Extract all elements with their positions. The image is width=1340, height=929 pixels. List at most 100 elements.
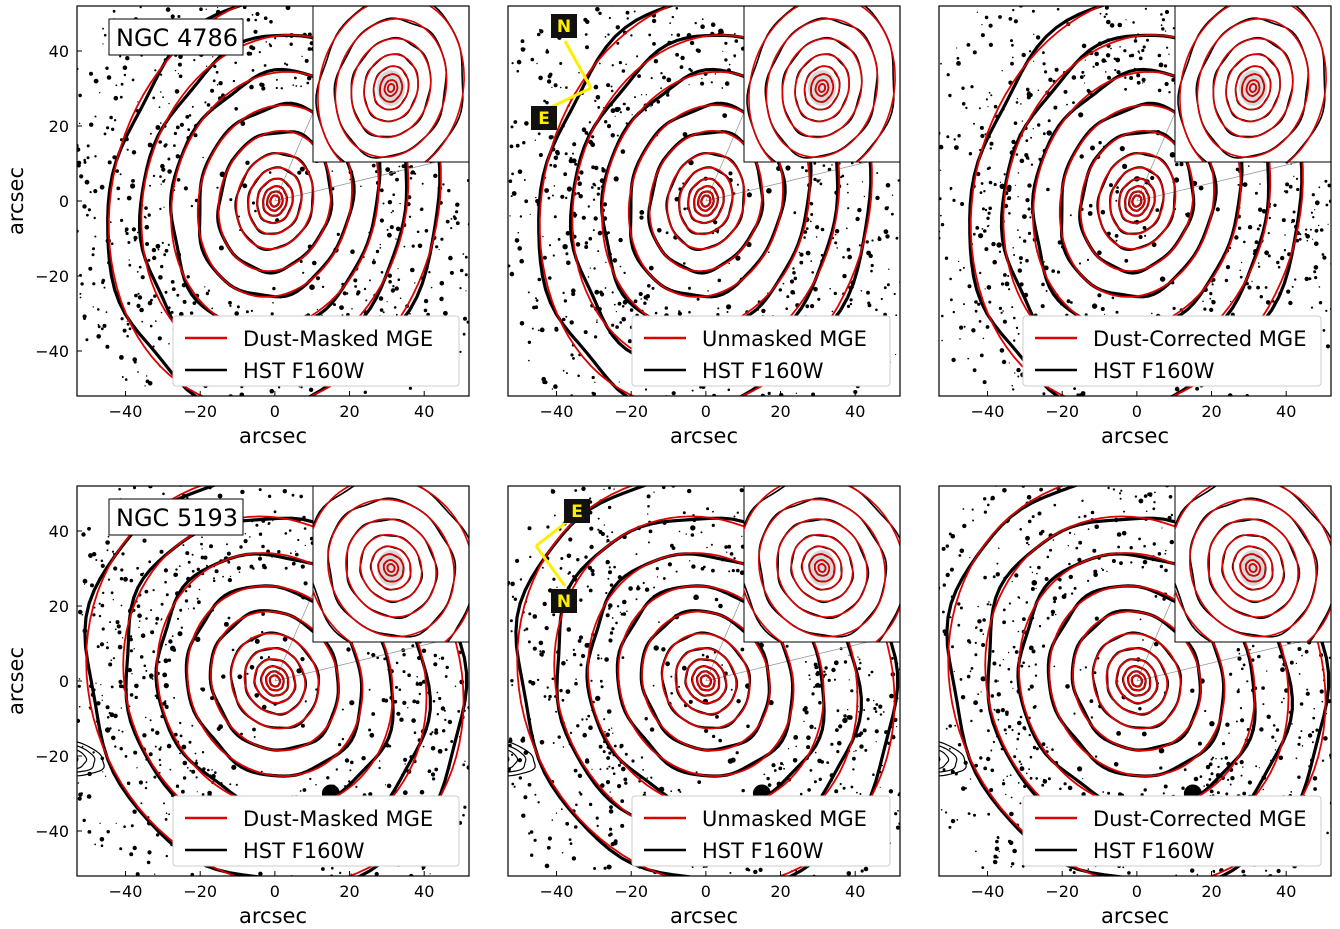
legend-model-label: Dust-Corrected MGE [1093, 327, 1306, 351]
panel-r1c1: NGC 4786 Dust-Masked MGE HST F160W −40 −20 0 2… [4, 5, 470, 448]
model-contour [1122, 665, 1152, 697]
model-contour [1118, 178, 1156, 224]
legend: Dust-Masked MGE HST F160W [172, 795, 460, 867]
model-contour [1115, 658, 1159, 704]
legend-data-label: HST F160W [702, 839, 824, 863]
model-contour [262, 185, 288, 217]
model-contour [1109, 166, 1165, 236]
model-contour [230, 632, 320, 730]
x-tick-label: 20 [770, 882, 790, 901]
x-tick-label: −40 [540, 882, 574, 901]
model-contour [1048, 584, 1226, 778]
y-tick-label: −20 [35, 747, 69, 766]
contour-map [77, 6, 469, 396]
x-tick-label: 0 [1132, 882, 1142, 901]
x-tick-label: 40 [1276, 882, 1296, 901]
x-tick-label: 0 [701, 402, 711, 421]
x-tick-label: 20 [1201, 402, 1221, 421]
y-tick-label: 20 [49, 597, 69, 616]
y-tick-label: −40 [35, 342, 69, 361]
model-contour [640, 610, 771, 752]
x-tick-label: 40 [845, 402, 865, 421]
legend-data-label: HST F160W [243, 839, 365, 863]
legend-model-label: Dust-Masked MGE [243, 807, 433, 831]
compass-label-n: N [557, 592, 571, 612]
companion-contour [508, 741, 536, 777]
model-contour [1128, 190, 1146, 212]
y-tick-label: 40 [49, 42, 69, 61]
galaxy-label: NGC 4786 [116, 24, 238, 52]
x-tick-label: 0 [270, 882, 280, 901]
x-tick-label: 40 [414, 402, 434, 421]
x-tick-label: −40 [540, 402, 574, 421]
x-tick-label: −20 [1045, 882, 1079, 901]
x-axis-label: arcsec [1101, 904, 1169, 928]
x-axis-label: arcsec [239, 904, 307, 928]
panel-r1c3: Dust-Corrected MGE HST F160W −40 −20 0 20 40 ar… [938, 5, 1332, 448]
model-contour [265, 670, 285, 692]
inset-zoom [1174, 6, 1331, 163]
model-contour [687, 178, 725, 224]
legend: Unmasked MGE HST F160W [631, 795, 891, 867]
x-tick-label: −40 [971, 402, 1005, 421]
model-contour [155, 552, 394, 810]
model-contour [266, 190, 284, 212]
legend: Dust-Corrected MGE HST F160W [1022, 795, 1322, 867]
x-tick-label: 20 [770, 402, 790, 421]
x-tick-label: −40 [109, 882, 143, 901]
legend: Dust-Masked MGE HST F160W [172, 315, 460, 387]
model-contour [1097, 152, 1177, 250]
model-contour [661, 632, 751, 730]
x-axis-label: arcsec [1101, 424, 1169, 448]
inset-zoom [743, 486, 900, 643]
model-contour [1130, 674, 1143, 688]
compass: NE [534, 499, 590, 613]
model-contour [700, 194, 712, 208]
panel-r2c3: Dust-Corrected MGE HST F160W −40 −20 0 20 40 ar… [938, 485, 1332, 928]
model-contour [553, 515, 859, 847]
model-contour [122, 515, 428, 847]
x-tick-label: 0 [701, 882, 711, 901]
inset-zoom [743, 6, 900, 163]
y-tick-label: −20 [35, 267, 69, 286]
x-tick-label: 40 [1276, 402, 1296, 421]
axes-frame [507, 5, 901, 397]
model-contour [235, 152, 315, 250]
panel-r2c1: NGC 5193 Dust-Masked MGE HST F160W −40 −20 0 2… [4, 485, 470, 928]
model-contour [697, 190, 715, 212]
inset-zoom [1174, 486, 1331, 643]
model-contour [1071, 610, 1202, 752]
x-tick-label: −20 [1045, 402, 1079, 421]
x-tick-label: −20 [183, 882, 217, 901]
axes-frame [938, 485, 1332, 877]
model-contour [269, 194, 281, 208]
model-contour [186, 584, 364, 778]
model-contour [1127, 670, 1147, 692]
y-tick-label: 0 [59, 192, 69, 211]
x-tick-label: 0 [1132, 402, 1142, 421]
contour-map [939, 6, 1331, 396]
legend-model-label: Unmasked MGE [702, 327, 867, 351]
inset-zoom [312, 6, 469, 163]
legend-data-label: HST F160W [702, 359, 824, 383]
legend-data-label: HST F160W [1093, 359, 1215, 383]
compass-label-e: E [538, 109, 550, 129]
galaxy-label: NGC 5193 [116, 504, 238, 532]
model-contour [1017, 552, 1256, 810]
x-tick-label: −20 [614, 402, 648, 421]
model-contour [1105, 647, 1169, 715]
x-axis-label: arcsec [670, 904, 738, 928]
x-tick-label: 20 [339, 402, 359, 421]
legend: Dust-Corrected MGE HST F160W [1022, 315, 1322, 387]
axes-frame [938, 5, 1332, 397]
model-contour [696, 670, 716, 692]
x-axis-label: arcsec [670, 424, 738, 448]
model-contour [1131, 194, 1143, 208]
model-contour [243, 647, 307, 715]
x-tick-label: 0 [270, 402, 280, 421]
y-tick-label: 20 [49, 117, 69, 136]
y-axis-label: arcsec [4, 167, 28, 235]
contour-map [508, 6, 900, 396]
model-contour [617, 584, 795, 778]
